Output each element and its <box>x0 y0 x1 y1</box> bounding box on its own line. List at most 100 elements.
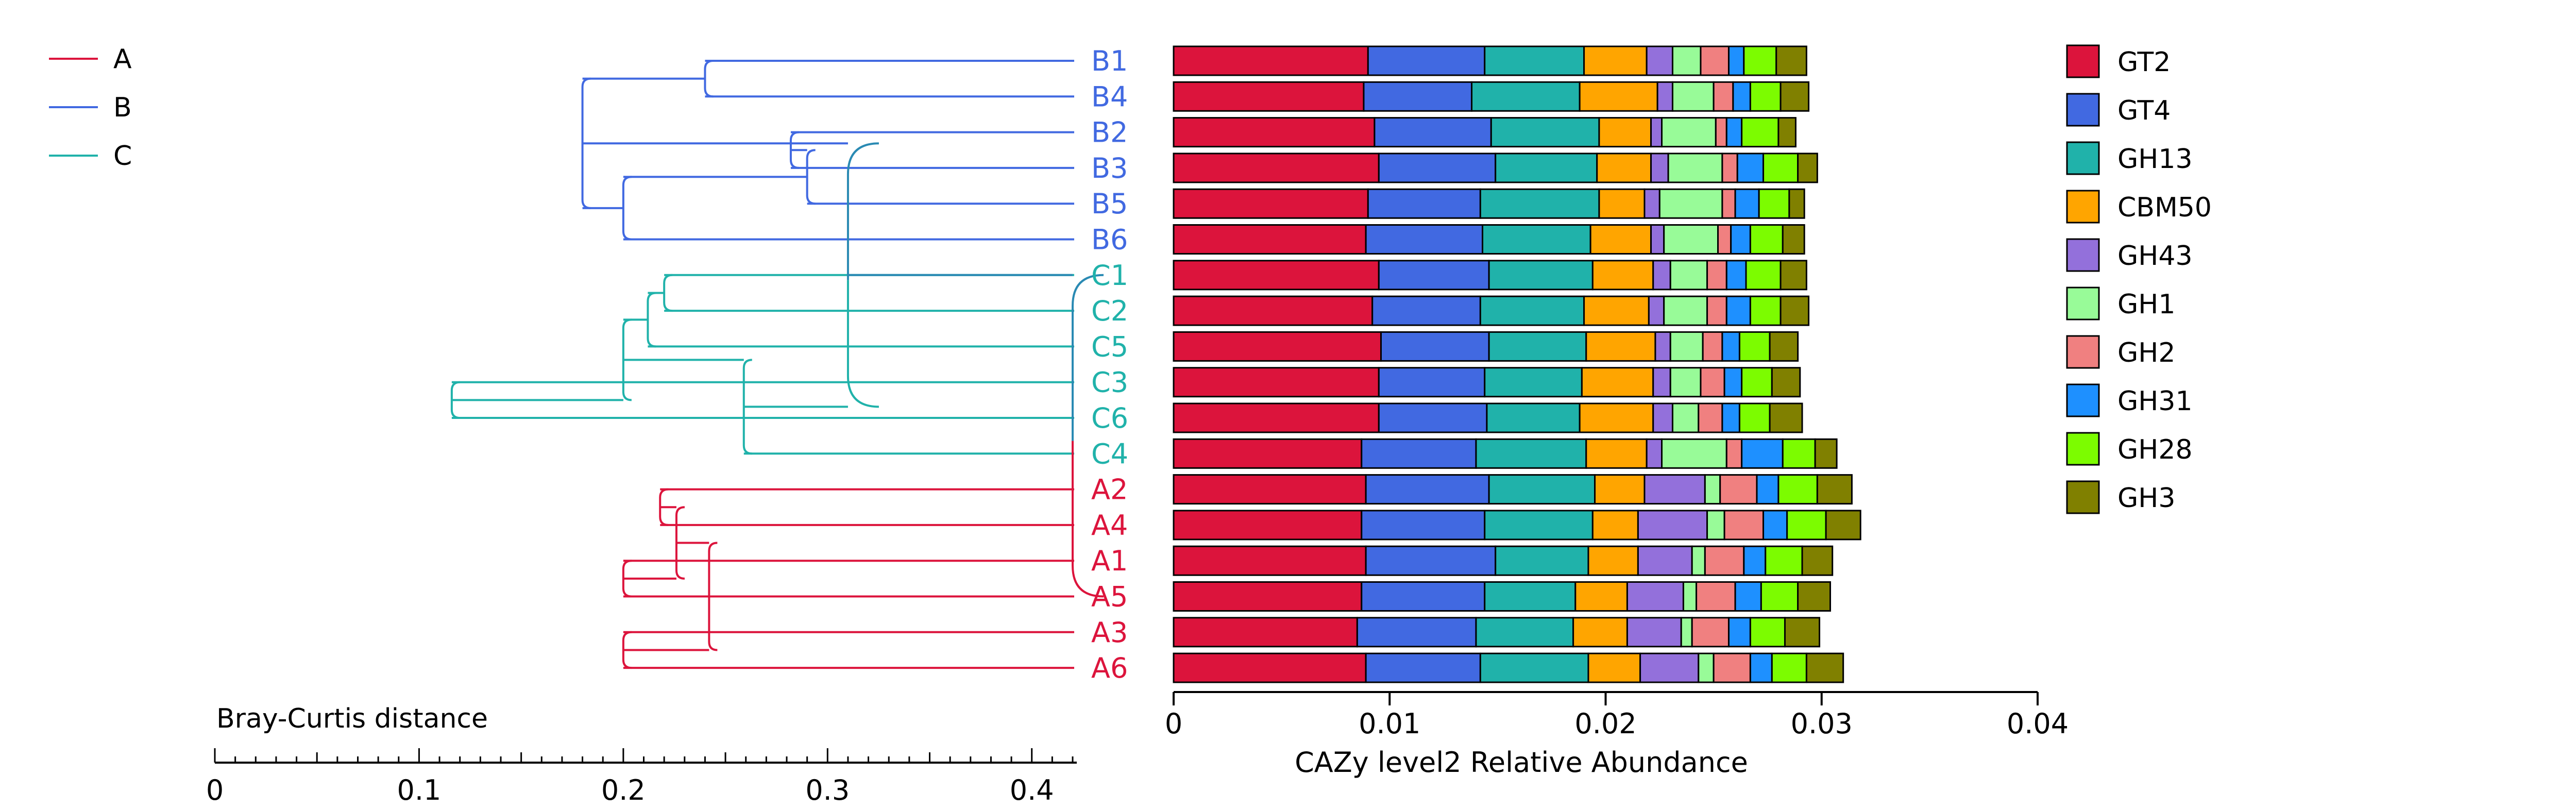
legend-label-gh2: GH2 <box>2117 338 2175 368</box>
distance-axis-title: Bray-Curtis distance <box>216 703 488 734</box>
bar-segment-gh1-b3 <box>1667 153 1723 183</box>
dendro-join <box>1072 441 1104 598</box>
bar-segment-gh43-a2 <box>1643 474 1706 505</box>
leaf-label-a6: A6 <box>1091 652 1128 684</box>
leaf-label-b3: B3 <box>1091 152 1128 184</box>
bar-segment-gh13-a2 <box>1488 474 1596 505</box>
bar-segment-gt4-b5 <box>1367 188 1481 219</box>
bar-segment-gh43-c6 <box>1652 402 1673 433</box>
bar-segment-gh1-c1 <box>1669 260 1708 291</box>
x-axis-title: CAZy level2 Relative Abundance <box>1295 746 1748 779</box>
bar-segment-gh1-a5 <box>1682 581 1698 612</box>
bar-segment-gh31-b3 <box>1736 153 1765 183</box>
bar-segment-gt4-b4 <box>1363 81 1473 112</box>
dendro-join <box>846 280 879 408</box>
bar-segment-gh43-c5 <box>1654 331 1671 362</box>
bar-segment-gh13-b4 <box>1471 81 1581 112</box>
series-legend: GT2 GT4 GH13 CBM50 GH43 GH1 GH2 GH31 GH28 GH3 <box>2066 44 2212 514</box>
bar-segment-gt2-c3 <box>1173 367 1380 398</box>
bar-segment-cbm50-c2 <box>1583 295 1650 326</box>
bar-segment-gh13-b5 <box>1479 188 1600 219</box>
bar-segment-cbm50-c6 <box>1579 402 1654 433</box>
bar-segment-gh1-a2 <box>1704 474 1721 505</box>
bar-segment-gh3-c5 <box>1769 331 1799 362</box>
leaf-label-b4: B4 <box>1091 80 1128 113</box>
bar-segment-gh2-b3 <box>1721 153 1738 183</box>
bar-segment-gt4-c2 <box>1371 295 1481 326</box>
leaf-label-c6: C6 <box>1091 402 1128 434</box>
bar-segment-gh28-c4 <box>1782 438 1816 469</box>
bar-segment-gh43-a6 <box>1639 652 1700 683</box>
bar-segment-cbm50-b6 <box>1589 224 1652 255</box>
bar-segment-gt2-b2 <box>1173 117 1376 148</box>
bar-segment-gh13-a1 <box>1495 545 1589 576</box>
bar-segment-gh13-a5 <box>1484 581 1577 612</box>
bar-segment-gh3-b3 <box>1797 153 1818 183</box>
bar-segment-gh28-a3 <box>1749 617 1786 648</box>
bar-segment-cbm50-c4 <box>1585 438 1648 469</box>
legend-swatch-gh3 <box>2066 480 2100 514</box>
bar-segment-gh43-b3 <box>1650 153 1669 183</box>
distance-tick-label: 0.4 <box>1010 774 1054 806</box>
bar-segment-cbm50-a1 <box>1587 545 1639 576</box>
bar-segment-gh2-a4 <box>1723 510 1765 541</box>
dendro-join <box>1072 274 1104 441</box>
bar-segment-gh1-c4 <box>1661 438 1727 469</box>
bar-segment-gt2-c1 <box>1173 260 1380 291</box>
dendro-join <box>704 60 714 98</box>
bar-segment-gh43-b4 <box>1656 81 1673 112</box>
dendro-join <box>647 292 656 348</box>
leaf-label-c5: C5 <box>1091 330 1128 363</box>
leaf-label-a5: A5 <box>1091 581 1128 613</box>
dendrogram <box>450 60 1104 669</box>
bar-segment-gh3-c1 <box>1780 260 1807 291</box>
bar-segment-cbm50-a2 <box>1594 474 1646 505</box>
legend-label-gh13: GH13 <box>2117 144 2193 175</box>
leaf-label-c4: C4 <box>1091 437 1128 470</box>
leaf-label-a1: A1 <box>1091 545 1128 577</box>
bar-segment-gh13-c4 <box>1475 438 1587 469</box>
bar-segment-gh13-b1 <box>1484 45 1585 76</box>
leaf-label-c2: C2 <box>1091 295 1128 327</box>
dendro-join <box>659 488 669 526</box>
legend-swatch-gh28 <box>2066 432 2100 466</box>
bar-segment-gh28-c3 <box>1741 367 1773 398</box>
bar-segment-gh28-b3 <box>1762 153 1799 183</box>
bar-segment-gh43-a5 <box>1626 581 1684 612</box>
bar-segment-gt4-b1 <box>1367 45 1486 76</box>
bar-segment-gh3-c3 <box>1771 367 1801 398</box>
bar-segment-gh3-b6 <box>1782 224 1805 255</box>
bar-segment-gt2-c2 <box>1173 295 1374 326</box>
bar-segment-cbm50-b5 <box>1598 188 1646 219</box>
bar-segment-gt2-a3 <box>1173 617 1358 648</box>
bar-segment-gh13-a4 <box>1484 510 1594 541</box>
legend-swatch-cbm50 <box>2066 190 2100 224</box>
bar-segment-gh1-b5 <box>1658 188 1723 219</box>
legend-label-gh43: GH43 <box>2117 241 2193 272</box>
bar-segment-gh3-a5 <box>1797 581 1832 612</box>
bar-segment-gh1-b1 <box>1671 45 1702 76</box>
x-tick-label: 0.04 <box>2007 707 2069 740</box>
bar-segment-gt4-b3 <box>1378 153 1497 183</box>
leaf-label-b2: B2 <box>1091 116 1128 149</box>
bar-segment-gh43-c4 <box>1646 438 1663 469</box>
bar-segment-gt4-a5 <box>1361 581 1486 612</box>
bar-segment-gh3-a2 <box>1816 474 1853 505</box>
bar-segment-gh28-a1 <box>1765 545 1803 576</box>
bar-segment-gh1-c5 <box>1669 331 1704 362</box>
bar-segment-cbm50-c1 <box>1591 260 1654 291</box>
bar-segment-gh13-c6 <box>1486 402 1581 433</box>
leaf-label-a2: A2 <box>1091 474 1128 506</box>
bar-segment-gh31-a5 <box>1734 581 1762 612</box>
bar-segment-cbm50-b2 <box>1598 117 1652 148</box>
distance-tick-label: 0.3 <box>805 774 850 806</box>
group-legend: ABC <box>49 44 132 172</box>
bar-segment-gh3-b1 <box>1775 45 1807 76</box>
bar-segment-gh2-c1 <box>1706 260 1727 291</box>
bar-segment-gh28-a6 <box>1771 652 1807 683</box>
bar-segment-gh43-a3 <box>1626 617 1682 648</box>
bar-segment-gh2-a1 <box>1704 545 1745 576</box>
legend-swatch-gt4 <box>2066 93 2100 127</box>
bar-segment-gh2-a2 <box>1719 474 1758 505</box>
bar-segment-gh28-b1 <box>1743 45 1777 76</box>
